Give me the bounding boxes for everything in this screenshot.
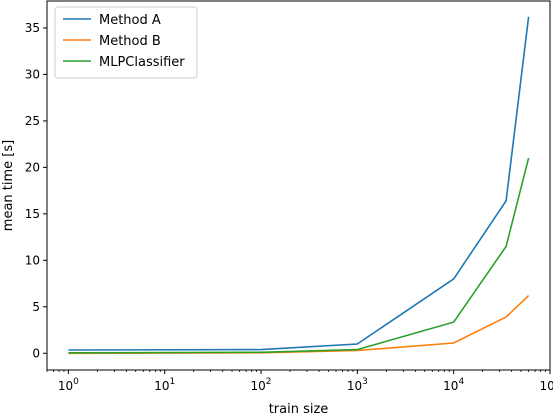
y-tick-label: 15 [25, 207, 40, 221]
x-tick-label: 102 [251, 377, 272, 393]
y-tick-label: 30 [25, 67, 40, 81]
x-tick-label: 101 [154, 377, 175, 393]
y-tick-label: 0 [32, 346, 40, 360]
y-tick-label: 20 [25, 160, 40, 174]
x-tick-exponent: 3 [362, 377, 368, 387]
x-axis-label: train size [269, 402, 329, 417]
legend-label-1: Method A [99, 13, 161, 28]
x-tick-label: 100 [58, 377, 79, 393]
legend-label-2: Method B [99, 34, 161, 49]
series-line-1 [68, 16, 530, 351]
x-tick-label: 103 [347, 377, 368, 393]
legend: Method A Method B MLPClassifier [54, 6, 198, 79]
x-tick-base: 10 [154, 379, 169, 393]
series-layer [68, 16, 530, 355]
x-tick-exponent: 0 [73, 377, 79, 387]
x-tick-exponent: 2 [266, 377, 272, 387]
x-tick-label: 105 [539, 377, 553, 393]
x-tick-base: 10 [443, 379, 458, 393]
y-tick-label: 35 [25, 21, 40, 35]
y-axis-label: mean time [s] [1, 140, 16, 231]
x-tick-base: 10 [347, 379, 362, 393]
series-line-2 [68, 295, 530, 355]
x-tick-base: 10 [251, 379, 266, 393]
x-tick-exponent: 1 [169, 377, 175, 387]
y-tick-label: 5 [32, 300, 40, 314]
x-tick-base: 10 [539, 379, 553, 393]
x-tick-exponent: 4 [458, 377, 464, 387]
legend-label-3: MLPClassifier [99, 55, 185, 70]
x-tick-base: 10 [58, 379, 73, 393]
series-line-3 [68, 157, 530, 354]
y-axis: 0 5 10 15 20 25 30 35 [25, 21, 47, 360]
x-axis: 100101102103104105 [46, 370, 553, 393]
y-tick-label: 25 [25, 114, 40, 128]
y-tick-label: 10 [25, 253, 40, 267]
plot-frame [46, 0, 551, 371]
x-tick-label: 104 [443, 377, 464, 393]
